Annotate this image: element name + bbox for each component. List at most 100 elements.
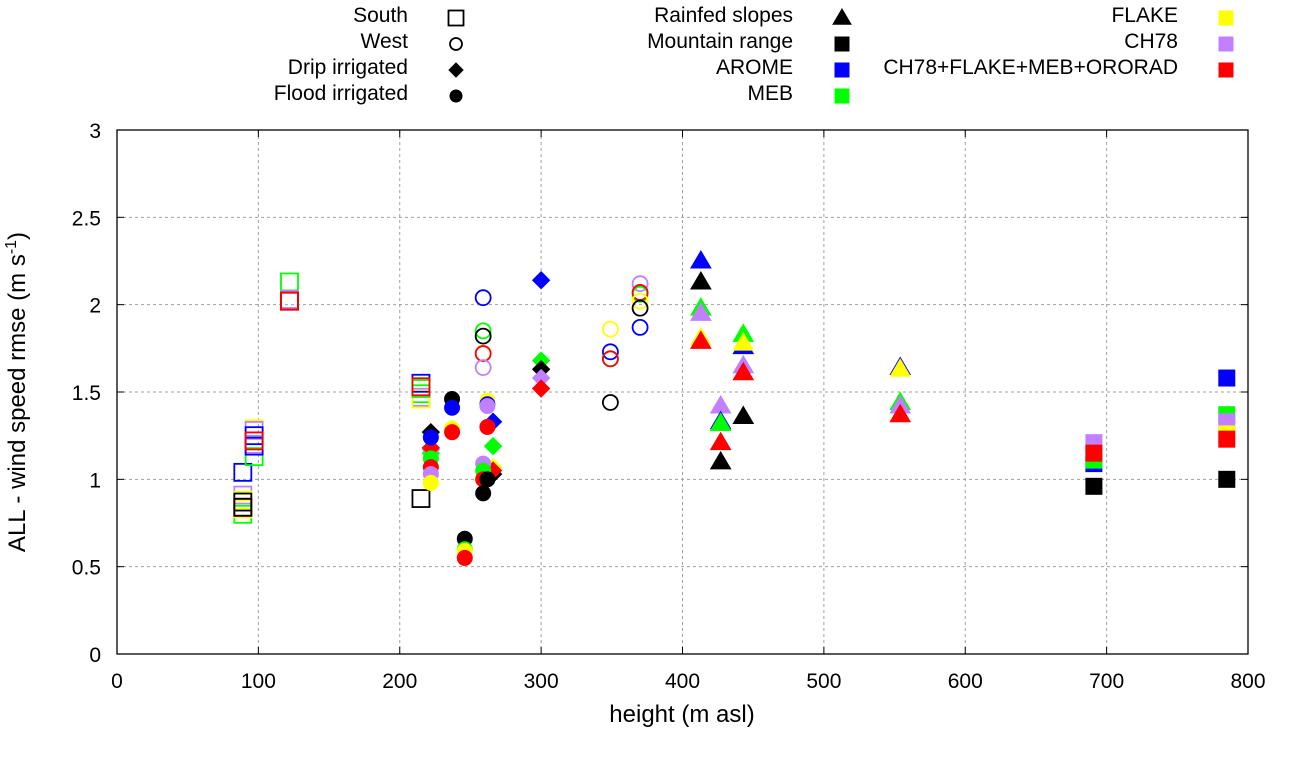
data-point: [474, 359, 492, 376]
data-point: [709, 450, 732, 470]
data-point: [732, 332, 755, 351]
legend-marker: [449, 37, 463, 51]
data-point: [709, 412, 732, 431]
legend-label: Flood irrigated: [274, 82, 408, 105]
data-point: [411, 384, 431, 404]
data-point: [483, 436, 503, 456]
data-point: [631, 275, 649, 293]
x-tick-label: 400: [665, 670, 700, 693]
y-tick-label: 1: [89, 469, 101, 492]
data-point: [690, 250, 712, 269]
data-point: [244, 447, 264, 467]
data-point: [631, 292, 649, 310]
data-points: [233, 250, 1236, 566]
x-tick-label: 700: [1089, 670, 1124, 693]
data-point: [411, 489, 431, 508]
legend-marker: [1218, 62, 1234, 78]
data-point: [1085, 477, 1103, 495]
data-point: [690, 270, 712, 290]
data-point: [690, 302, 712, 321]
x-axis-label: height (m asl): [609, 701, 754, 728]
data-point: [479, 397, 496, 414]
legend-marker: [834, 88, 850, 104]
y-tick-label: 2.5: [72, 207, 101, 230]
y-axis-label-close: ): [4, 232, 31, 240]
legend-label: Rainfed slopes: [654, 4, 793, 27]
data-point: [280, 291, 299, 311]
legend-marker: [447, 9, 465, 27]
legend-label: FLAKE: [1111, 4, 1178, 27]
axis-ticks: 0 100 200 300 400 500 600 700 800 0 0.5 1 1.5 2 2.5 3: [72, 120, 1266, 693]
x-tick-label: 600: [948, 670, 983, 693]
data-point: [233, 462, 253, 482]
data-point: [531, 271, 551, 290]
data-point: [690, 330, 712, 349]
y-tick-label: 0: [89, 644, 101, 667]
data-point: [474, 322, 492, 340]
data-point: [474, 289, 492, 307]
data-point: [456, 549, 473, 566]
legend-label: West: [361, 30, 409, 53]
x-tick-label: 0: [111, 670, 123, 693]
data-point: [732, 405, 755, 424]
data-point: [601, 394, 619, 411]
data-point: [1218, 470, 1236, 488]
data-point: [889, 358, 912, 377]
legend-label: Drip irrigated: [288, 56, 408, 79]
data-point: [631, 318, 649, 336]
data-point: [422, 474, 439, 491]
data-point: [475, 485, 492, 502]
data-point: [631, 299, 649, 317]
data-point: [444, 399, 461, 416]
y-tick-label: 3: [89, 120, 101, 143]
y-tick-label: 2: [89, 295, 101, 318]
x-tick-label: 300: [524, 670, 559, 693]
data-point: [1218, 430, 1236, 448]
legend-marker: [834, 36, 850, 52]
y-axis-label-superscript: -1: [3, 240, 20, 254]
data-point: [709, 431, 732, 451]
data-point: [411, 377, 431, 397]
data-point: [889, 403, 912, 423]
data-point: [474, 327, 492, 345]
data-point: [422, 429, 439, 446]
data-point: [1218, 369, 1236, 387]
legend: South West Drip irrigated Flood irrigated Ra…: [274, 4, 1234, 105]
data-point: [601, 320, 619, 338]
data-point: [709, 394, 732, 414]
legend-label: CH78+FLAKE+MEB+ORORAD: [883, 56, 1178, 79]
x-tick-label: 200: [382, 670, 417, 693]
legend-marker: [448, 62, 464, 78]
data-point: [531, 379, 551, 398]
data-point: [601, 343, 619, 361]
y-axis-label: ALL - wind speed rmse (m s-1): [3, 232, 31, 552]
data-point: [479, 471, 496, 488]
legend-marker: [449, 89, 463, 103]
legend-marker: [834, 62, 850, 78]
legend-label: AROME: [716, 56, 793, 79]
y-tick-label: 1.5: [72, 382, 101, 405]
data-point: [244, 431, 264, 451]
legend-label: South: [353, 4, 408, 27]
data-point: [1085, 444, 1103, 462]
x-tick-label: 800: [1230, 670, 1265, 693]
x-tick-label: 100: [241, 670, 276, 693]
data-point: [732, 361, 755, 381]
y-axis-label-main: ALL - wind speed rmse (m s: [4, 254, 31, 552]
legend-marker: [832, 8, 852, 25]
legend-marker: [1218, 36, 1234, 52]
data-point: [479, 418, 496, 435]
data-point: [233, 497, 253, 517]
data-point: [280, 272, 299, 292]
legend-marker: [1218, 10, 1234, 26]
legend-label: CH78: [1124, 30, 1178, 53]
data-point: [474, 345, 492, 362]
legend-label: MEB: [747, 82, 793, 105]
data-point: [444, 424, 461, 441]
legend-label: Mountain range: [647, 30, 793, 53]
y-tick-label: 0.5: [72, 557, 101, 580]
data-point: [601, 350, 619, 368]
data-point: [411, 389, 431, 409]
x-tick-label: 500: [806, 670, 841, 693]
